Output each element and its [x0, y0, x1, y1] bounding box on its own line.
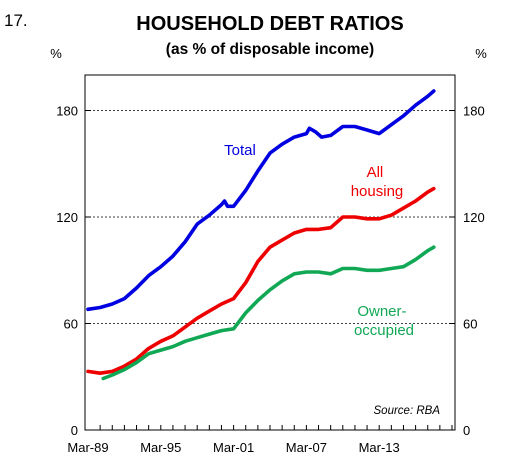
series-label-owner-occupied-line1: Owner- — [357, 303, 406, 320]
series-lines — [86, 89, 436, 381]
series-line-all-housing — [86, 186, 436, 375]
y-axis-unit-left: % — [50, 46, 62, 61]
series-label-total: Total — [224, 142, 256, 159]
x-tick-label: Mar-95 — [140, 440, 181, 455]
x-tick-label: Mar-07 — [286, 440, 327, 455]
chart-title: HOUSEHOLD DEBT RATIOS — [136, 13, 403, 35]
y-tick-label-left: 60 — [64, 317, 78, 332]
y-tick-label-right: 180 — [463, 104, 485, 119]
y-tick-label-right: 0 — [463, 423, 470, 438]
series-label-owner-occupied: Owner- occupied — [354, 303, 414, 339]
series-label-all-housing-line2: housing — [351, 183, 404, 200]
y-tick-label-right: 120 — [463, 210, 485, 225]
x-tick-label: Mar-89 — [67, 440, 108, 455]
y-tick-label-right: 60 — [463, 317, 477, 332]
series-line-total — [86, 89, 436, 312]
grid-lines — [85, 110, 455, 324]
y-tick-label-left: 120 — [56, 210, 78, 225]
x-tick-label: Mar-13 — [359, 440, 400, 455]
series-line-owner-occupied — [101, 245, 436, 381]
series-label-owner-occupied-line2: occupied — [354, 322, 414, 339]
y-tick-label-left: 180 — [56, 104, 78, 119]
y-tick-label-left: 0 — [71, 423, 78, 438]
source-note: Source: RBA — [374, 405, 441, 417]
x-tick-label: Mar-01 — [213, 440, 254, 455]
page-number: 17. — [4, 11, 28, 30]
series-label-all-housing: All housing — [351, 164, 404, 200]
y-axis-unit-right: % — [475, 46, 487, 61]
axis-ticks: 0 0 60 60 120 120 180 180 Mar-89 Mar-95 Mar-01 Mar-… — [56, 104, 484, 456]
series-label-all-housing-line1: All — [367, 164, 384, 181]
chart-subtitle: (as % of disposable income) — [166, 41, 374, 58]
plot-frame — [84, 74, 456, 431]
